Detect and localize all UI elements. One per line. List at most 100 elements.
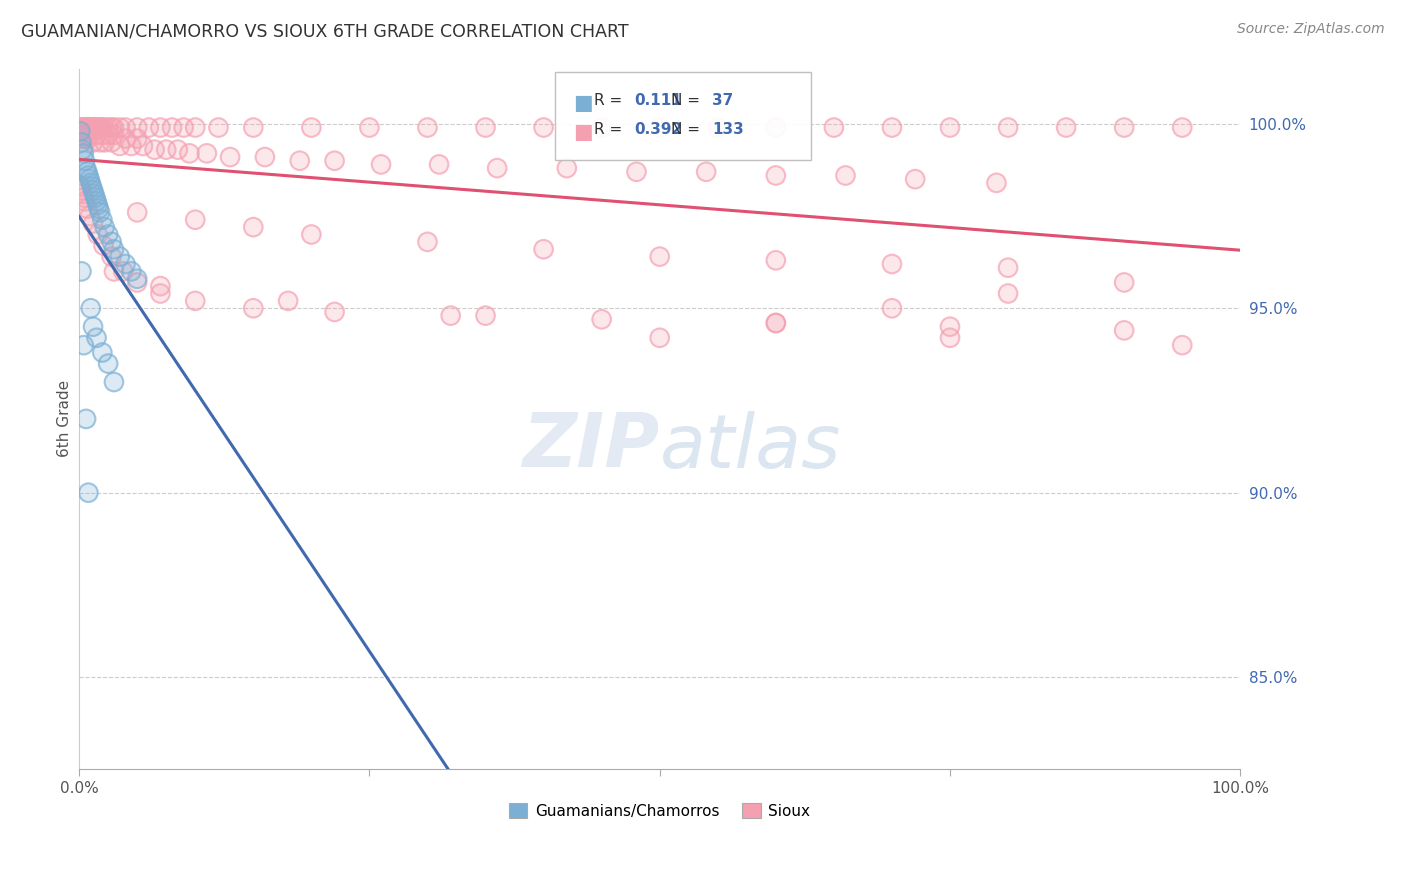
Point [75,161,97,175]
Point [90,120,112,135]
Point [834,169,856,183]
Point [648,120,671,135]
Point [114,131,136,145]
Point [299,120,322,135]
Point [87,202,110,216]
Point [93,120,115,135]
Point [86,227,108,242]
Point [93,136,115,150]
Point [86,128,108,142]
Point [91,128,114,142]
Point [427,157,450,171]
Point [149,286,172,301]
Point [86,120,108,135]
Point [72,124,94,138]
Point [591,312,613,326]
Point [76,202,98,216]
Point [591,120,613,135]
Text: ZIP: ZIP [523,410,659,483]
Point [69,120,91,135]
Point [87,202,110,216]
Point [80,179,103,194]
Point [70,183,93,197]
Point [277,293,299,308]
Point [1054,120,1077,135]
Point [73,131,96,145]
Point [83,120,105,135]
Point [91,212,114,227]
Point [82,183,104,197]
Point [76,202,98,216]
Point [86,194,108,209]
Point [138,120,160,135]
Point [70,131,93,145]
Point [695,165,717,179]
Point [880,120,903,135]
Text: 0.111: 0.111 [634,93,682,108]
Point [77,131,100,145]
Point [79,120,101,135]
Point [986,176,1008,190]
Point [939,319,962,334]
Point [73,146,96,161]
Point [149,286,172,301]
Point [149,279,172,293]
Point [904,172,927,186]
Point [486,161,509,175]
Point [695,165,717,179]
Point [84,191,107,205]
Point [93,120,115,135]
Point [939,319,962,334]
Point [323,153,346,168]
Text: N =: N = [671,93,700,108]
Point [70,183,93,197]
Point [77,485,100,500]
Point [86,331,108,345]
Point [765,316,787,330]
Point [93,220,115,235]
Point [555,161,578,175]
Point [73,194,96,209]
Point [288,153,311,168]
Point [288,153,311,168]
Point [132,139,155,153]
Point [77,120,100,135]
Point [1114,323,1136,337]
Point [648,331,671,345]
Point [69,124,91,138]
Point [1114,323,1136,337]
Point [765,120,787,135]
Point [91,212,114,227]
Point [108,139,131,153]
Point [82,120,104,135]
Text: ■: ■ [572,122,592,143]
Point [75,412,97,426]
Point [73,338,96,352]
Point [82,216,104,230]
Point [73,194,96,209]
Point [648,331,671,345]
Point [184,120,207,135]
Point [765,169,787,183]
Point [149,120,172,135]
Point [626,165,648,179]
Point [299,227,322,242]
Text: GUAMANIAN/CHAMORRO VS SIOUX 6TH GRADE CORRELATION CHART: GUAMANIAN/CHAMORRO VS SIOUX 6TH GRADE CO… [21,22,628,40]
Point [127,120,149,135]
Point [73,153,96,168]
Point [184,293,207,308]
Text: R =: R = [593,122,621,137]
Point [84,120,107,135]
Point [103,128,125,142]
Point [166,143,188,157]
Point [533,120,555,135]
Point [253,150,276,164]
Point [127,272,149,286]
Point [207,120,229,135]
Point [76,124,98,138]
Point [323,305,346,319]
Point [86,120,108,135]
Point [120,264,142,278]
Point [82,183,104,197]
Point [765,316,787,330]
